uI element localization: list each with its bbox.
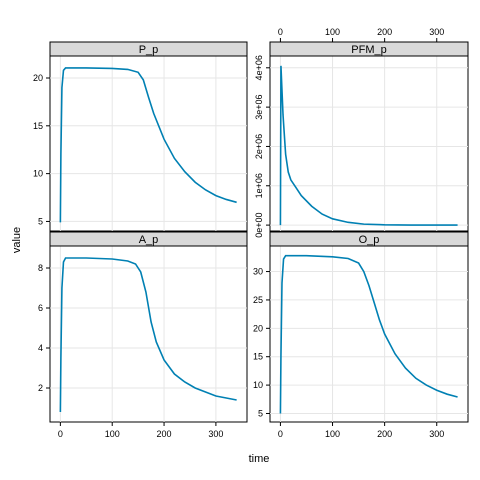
panel-a-p-x-tick-label: 100 bbox=[105, 429, 120, 439]
panel-pfm-p-line bbox=[279, 65, 458, 226]
panel-p-p: P_p bbox=[49, 41, 248, 232]
panel-p-p-grid bbox=[50, 56, 247, 231]
panel-o-p-line bbox=[279, 254, 458, 414]
panel-p-p-strip bbox=[49, 41, 248, 57]
panel-pfm-p-y-tick-label: 1e+06 bbox=[254, 173, 264, 198]
panel-o-p-y-tick-label: 20 bbox=[253, 323, 263, 333]
panel-o-p-frame bbox=[269, 245, 469, 423]
panel-o-p-y-tick-label: 25 bbox=[253, 295, 263, 305]
panel-pfm-p-x-tick-label: 100 bbox=[325, 27, 340, 37]
panel-a-p-x-tick-label: 300 bbox=[208, 429, 223, 439]
panel-pfm-p-y-tick-label: 2e+06 bbox=[254, 134, 264, 159]
panel-p-p-strip-label: P_p bbox=[139, 44, 159, 56]
panel-pfm-p-strip-label: PFM_p bbox=[351, 44, 386, 56]
panel-p-p-frame bbox=[49, 55, 248, 232]
panel-a-p-strip-label: A_p bbox=[139, 234, 159, 246]
panel-o-p-strip bbox=[269, 231, 469, 247]
panel-a-p-line bbox=[59, 257, 237, 413]
x-axis-label: time bbox=[249, 453, 270, 465]
panel-a-p-x-tick-label: 200 bbox=[157, 429, 172, 439]
panel-o-p-grid bbox=[270, 246, 468, 422]
panel-pfm-p: PFM_p bbox=[269, 41, 469, 232]
panel-a-p-y-tick-label: 6 bbox=[38, 303, 43, 313]
panel-pfm-p-x-tick-label: 200 bbox=[377, 27, 392, 37]
panel-p-p-y-tick-label: 5 bbox=[38, 216, 43, 226]
panel-pfm-p-frame bbox=[269, 55, 469, 232]
panel-o-p-y-tick-label: 30 bbox=[253, 267, 263, 277]
panel-a-p-y-tick-label: 8 bbox=[38, 263, 43, 273]
panel-p-p-y-tick-label: 15 bbox=[33, 121, 43, 131]
panel-o-p: O_p bbox=[269, 231, 469, 423]
panel-a-p-strip bbox=[49, 231, 248, 247]
panel-o-p-x-tick-label: 300 bbox=[429, 429, 444, 439]
panel-o-p-y-tick-label: 5 bbox=[258, 408, 263, 418]
panel-pfm-p-x-tick-label: 0 bbox=[278, 27, 283, 37]
panel-a-p-x-tick-label: 0 bbox=[58, 429, 63, 439]
panel-pfm-p-y-tick-label: 3e+06 bbox=[254, 94, 264, 119]
panel-p-p-y-tick-label: 20 bbox=[33, 73, 43, 83]
panel-a-p: A_p bbox=[49, 231, 248, 423]
panel-pfm-p-y-tick-label: 4e+06 bbox=[254, 55, 264, 80]
panel-pfm-p-strip bbox=[269, 41, 469, 57]
panel-o-p-y-tick-label: 10 bbox=[253, 380, 263, 390]
panel-pfm-p-y-tick-label: 0e+00 bbox=[254, 212, 264, 237]
panel-pfm-p-x-tick-label: 300 bbox=[429, 27, 444, 37]
panel-o-p-x-tick-label: 0 bbox=[278, 429, 283, 439]
panel-o-p-x-tick-label: 200 bbox=[377, 429, 392, 439]
panel-o-p-y-tick-label: 15 bbox=[253, 352, 263, 362]
y-axis-label: value bbox=[11, 227, 23, 253]
panel-a-p-y-tick-label: 2 bbox=[38, 383, 43, 393]
panel-o-p-strip-label: O_p bbox=[359, 234, 380, 246]
panel-a-p-y-tick-label: 4 bbox=[38, 343, 43, 353]
panel-p-p-y-tick-label: 10 bbox=[33, 169, 43, 179]
panel-p-p-line bbox=[59, 67, 237, 223]
panel-o-p-x-tick-label: 100 bbox=[325, 429, 340, 439]
